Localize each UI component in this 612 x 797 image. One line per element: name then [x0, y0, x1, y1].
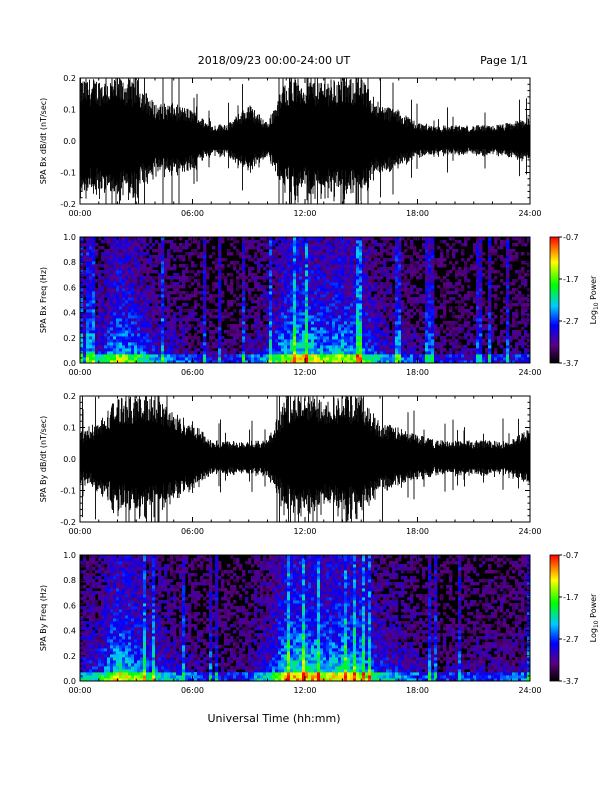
y-tick-label: 0.0 — [63, 677, 76, 686]
x-tick-label: 18:00 — [406, 209, 429, 218]
y-tick-label: -0.1 — [60, 487, 76, 496]
colorbar-label-sub: 10 — [593, 302, 600, 310]
x-tick-label: 12:00 — [293, 209, 316, 218]
panel-3: 0.2 0.1 0.0 -0.1 -0.200:00 06:00 12:00 18:00 24:… — [39, 380, 542, 538]
x-tick-label: 00:00 — [68, 527, 91, 536]
page-indicator: Page 1/1 — [480, 54, 528, 67]
colorbar-label-sub: 10 — [593, 620, 600, 628]
y-tick-label: -0.2 — [60, 518, 76, 527]
x-tick-label: 06:00 — [181, 686, 204, 695]
colorbar-tick-label: -2.7 — [563, 317, 579, 326]
x-tick-label: 24:00 — [518, 209, 541, 218]
colorbar-label: Log10 Power — [589, 275, 600, 324]
x-tick-label: 00:00 — [68, 209, 91, 218]
x-tick-label: 06:00 — [181, 368, 204, 377]
y-tick-label: 0.0 — [63, 359, 76, 368]
y-axis-label: SPA Bx Freq (Hz) — [39, 267, 48, 333]
y-tick-label: 0.4 — [63, 309, 76, 318]
y-tick-label: 0.0 — [63, 137, 76, 146]
y-tick-label: 1.0 — [63, 233, 76, 242]
y-tick-label: 0.8 — [63, 576, 76, 585]
colorbar-label-base: Log — [589, 310, 598, 324]
x-tick-label: 00:00 — [68, 368, 91, 377]
x-tick-label: 00:00 — [68, 686, 91, 695]
x-tick-label: 24:00 — [518, 686, 541, 695]
y-tick-label: 0.2 — [63, 334, 76, 343]
figure-title: 2018/09/23 00:00-24:00 UT — [198, 54, 351, 67]
x-tick-label: 12:00 — [293, 527, 316, 536]
y-tick-label: -0.2 — [60, 200, 76, 209]
y-tick-label: 0.1 — [63, 424, 76, 433]
x-tick-label: 24:00 — [518, 527, 541, 536]
panel-2: 1.0 0.8 0.6 0.4 0.2 0.000:00 06:00 12:00 18:00 24… — [39, 233, 600, 377]
x-tick-label: 06:00 — [181, 527, 204, 536]
colorbar-tick-label: -1.7 — [563, 593, 579, 602]
x-tick-label: 12:00 — [293, 368, 316, 377]
colorbar — [550, 237, 559, 363]
x-tick-label: 06:00 — [181, 209, 204, 218]
y-tick-label: -0.1 — [60, 169, 76, 178]
panel-4: 1.0 0.8 0.6 0.4 0.2 0.000:00 06:00 12:00 18:00 24… — [39, 551, 600, 695]
x-axis-label: Universal Time (hh:mm) — [208, 712, 341, 725]
panel-1: 0.2 0.1 0.0 -0.1 -0.200:00 06:00 12:00 18:00 24:… — [39, 62, 542, 220]
colorbar-label: Log10 Power — [589, 593, 600, 642]
y-tick-label: 0.2 — [63, 392, 76, 401]
colorbar-tick-label: -1.7 — [563, 275, 579, 284]
y-tick-label: 0.4 — [63, 627, 76, 636]
colorbar-tick-label: -3.7 — [563, 677, 579, 686]
colorbar — [550, 555, 559, 681]
x-tick-label: 12:00 — [293, 686, 316, 695]
colorbar-tick-label: -0.7 — [563, 551, 579, 560]
y-tick-label: 0.6 — [63, 601, 76, 610]
y-tick-label: 0.0 — [63, 455, 76, 464]
y-tick-label: 0.1 — [63, 106, 76, 115]
y-tick-label: 1.0 — [63, 551, 76, 560]
colorbar-tick-label: -2.7 — [563, 635, 579, 644]
y-tick-label: 0.8 — [63, 258, 76, 267]
colorbar-label-base: Log — [589, 628, 598, 642]
x-tick-label: 18:00 — [406, 527, 429, 536]
colorbar-tick-label: -0.7 — [563, 233, 579, 242]
y-axis-label: SPA Bx dB/dt (nT/sec) — [39, 98, 48, 185]
colorbar-tick-label: -3.7 — [563, 359, 579, 368]
colorbar-label-rest: Power — [589, 593, 598, 620]
y-axis-label: SPA By dB/dt (nT/sec) — [39, 416, 48, 503]
y-tick-label: 0.2 — [63, 652, 76, 661]
y-axis-label: SPA By Freq (Hz) — [39, 585, 48, 651]
y-tick-label: 0.6 — [63, 283, 76, 292]
x-tick-label: 18:00 — [406, 368, 429, 377]
y-tick-label: 0.2 — [63, 74, 76, 83]
colorbar-label-rest: Power — [589, 275, 598, 302]
x-tick-label: 18:00 — [406, 686, 429, 695]
x-tick-label: 24:00 — [518, 368, 541, 377]
